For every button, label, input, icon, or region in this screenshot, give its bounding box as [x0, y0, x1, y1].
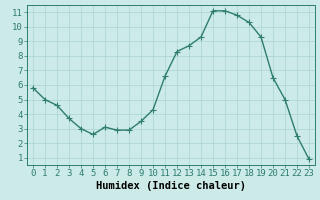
X-axis label: Humidex (Indice chaleur): Humidex (Indice chaleur) — [96, 181, 246, 191]
